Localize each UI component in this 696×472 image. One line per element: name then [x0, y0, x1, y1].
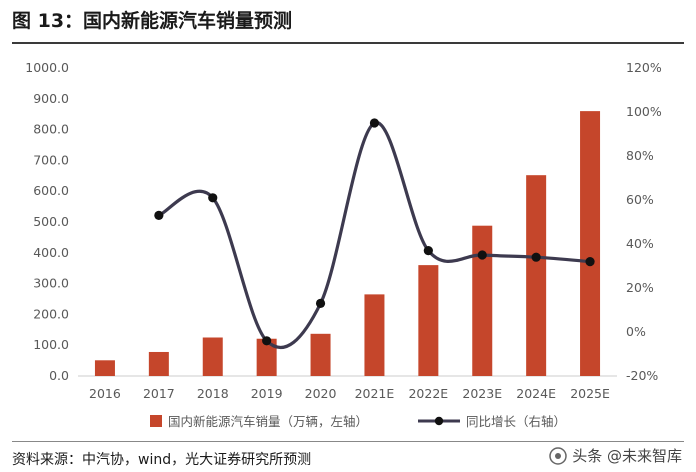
source-divider	[12, 441, 684, 442]
y-left-tick-label: 300.0	[33, 276, 69, 291]
watermark-text: 头条 @未来智库	[572, 447, 682, 465]
x-tick-label: 2019	[251, 386, 283, 401]
x-tick-label: 2016	[89, 386, 121, 401]
y-left-tick-label: 1000.0	[25, 60, 69, 75]
y-left-tick-label: 100.0	[33, 337, 69, 352]
growth-point	[477, 250, 487, 260]
watermark-logo-icon	[549, 446, 567, 465]
bar	[94, 360, 115, 376]
y-right-tick-label: 20%	[626, 280, 654, 295]
bar	[202, 337, 223, 376]
y-left-tick-label: 800.0	[33, 122, 69, 137]
x-tick-label: 2025E	[570, 386, 610, 401]
y-left-tick-label: 500.0	[33, 214, 69, 229]
x-tick-label: 2020	[305, 386, 337, 401]
y-right-tick-label: 40%	[626, 236, 654, 251]
y-right-tick-label: 0%	[626, 324, 646, 339]
growth-point	[531, 252, 541, 262]
growth-point	[154, 210, 164, 220]
x-tick-label: 2018	[197, 386, 229, 401]
y-left-tick-label: 700.0	[33, 152, 69, 167]
y-left-tick-label: 200.0	[33, 306, 69, 321]
legend-bar-swatch	[150, 415, 162, 427]
bar	[364, 294, 385, 376]
growth-point	[315, 298, 326, 308]
bar	[580, 111, 601, 376]
bar	[148, 351, 169, 376]
x-tick-label: 2023E	[462, 386, 502, 401]
x-tick-label: 2024E	[516, 386, 556, 401]
y-right-tick-label: 60%	[626, 192, 654, 207]
y-left-tick-label: 0.0	[49, 368, 69, 383]
y-right-tick-label: 120%	[626, 60, 662, 75]
y-left-tick-label: 900.0	[33, 91, 69, 106]
chart-title: 图 13：国内新能源汽车销量预测	[12, 10, 293, 32]
title-bar: 图 13：国内新能源汽车销量预测	[0, 0, 696, 40]
source-note: 资料来源：中汽协，wind，光大证券研究所预测	[12, 452, 312, 468]
growth-point	[208, 193, 218, 203]
y-right-tick-label: 80%	[626, 148, 654, 163]
growth-point	[585, 257, 595, 267]
y-left-tick-label: 600.0	[33, 183, 69, 198]
legend-line-marker	[434, 416, 444, 426]
bar	[472, 225, 493, 376]
legend-bar-label: 国内新能源汽车销量（万辆，左轴）	[168, 414, 368, 429]
y-right-tick-label: -20%	[626, 368, 658, 383]
x-tick-label: 2022E	[408, 386, 448, 401]
title-divider	[12, 42, 684, 44]
growth-point	[423, 246, 433, 256]
legend-line-label: 同比增长（右轴）	[466, 414, 566, 429]
bar	[418, 265, 439, 376]
y-right-tick-label: 100%	[626, 104, 662, 119]
growth-point	[369, 118, 380, 128]
growth-point	[262, 336, 272, 346]
growth-line	[158, 121, 591, 349]
x-tick-label: 2021E	[355, 386, 395, 401]
bar	[256, 338, 277, 376]
chart-canvas: 0.0 100.0 200.0 300.0 400.0 500.0 600.0 700.0 80…	[25, 60, 662, 429]
watermark: 头条 @未来智库	[548, 445, 682, 466]
bar	[310, 333, 331, 376]
bar	[526, 175, 547, 376]
x-tick-label: 2017	[143, 386, 175, 401]
y-left-tick-label: 400.0	[33, 245, 69, 260]
